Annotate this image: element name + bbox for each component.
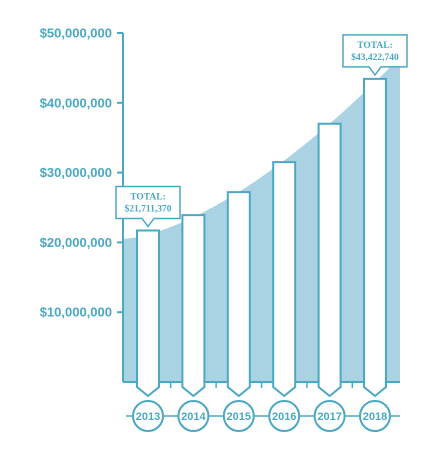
axes: $10,000,000 $20,000,000 $30,000,000 $40,000… [40, 26, 400, 388]
y-tick-label: $20,000,000 [40, 235, 112, 250]
bar-2016 [272, 161, 297, 398]
year-circle-2015 [222, 400, 255, 432]
bar-2014 [181, 214, 206, 398]
x-tick-label: 2015 [227, 411, 251, 423]
callout-box-2013 [115, 185, 181, 228]
x-tick-label: 2016 [272, 411, 296, 423]
callout-label: TOTAL: [357, 41, 393, 51]
bar-2018 [363, 77, 387, 398]
trend-area [123, 57, 400, 383]
x-tick-label: 2013 [136, 411, 160, 423]
year-labels-group: 2013 2014 2015 2016 2017 2018 [126, 400, 400, 432]
callout-box-2018 [342, 34, 408, 77]
bars-group [136, 77, 387, 398]
x-tick-label: 2017 [317, 411, 341, 423]
year-circle-2018 [359, 400, 391, 432]
year-circle-2014 [177, 400, 210, 432]
y-tick-label: $30,000,000 [40, 165, 112, 180]
y-tick-label: $10,000,000 [40, 305, 112, 320]
year-circle-2016 [268, 400, 301, 432]
callout-value: $21,711,370 [125, 203, 172, 214]
bar-2013 [136, 229, 160, 398]
y-tick-label: $40,000,000 [40, 95, 112, 110]
x-tick-label: 2014 [181, 411, 206, 423]
year-circle-2017 [313, 400, 346, 432]
y-tick-label: $50,000,000 [40, 26, 112, 41]
callout-label: TOTAL: [130, 192, 166, 202]
bar-2017 [317, 122, 342, 398]
callout-value: $43,422,740 [351, 52, 399, 63]
x-tick-label: 2018 [363, 411, 387, 423]
year-circle-2013 [132, 400, 164, 432]
bar-2015 [226, 191, 251, 398]
